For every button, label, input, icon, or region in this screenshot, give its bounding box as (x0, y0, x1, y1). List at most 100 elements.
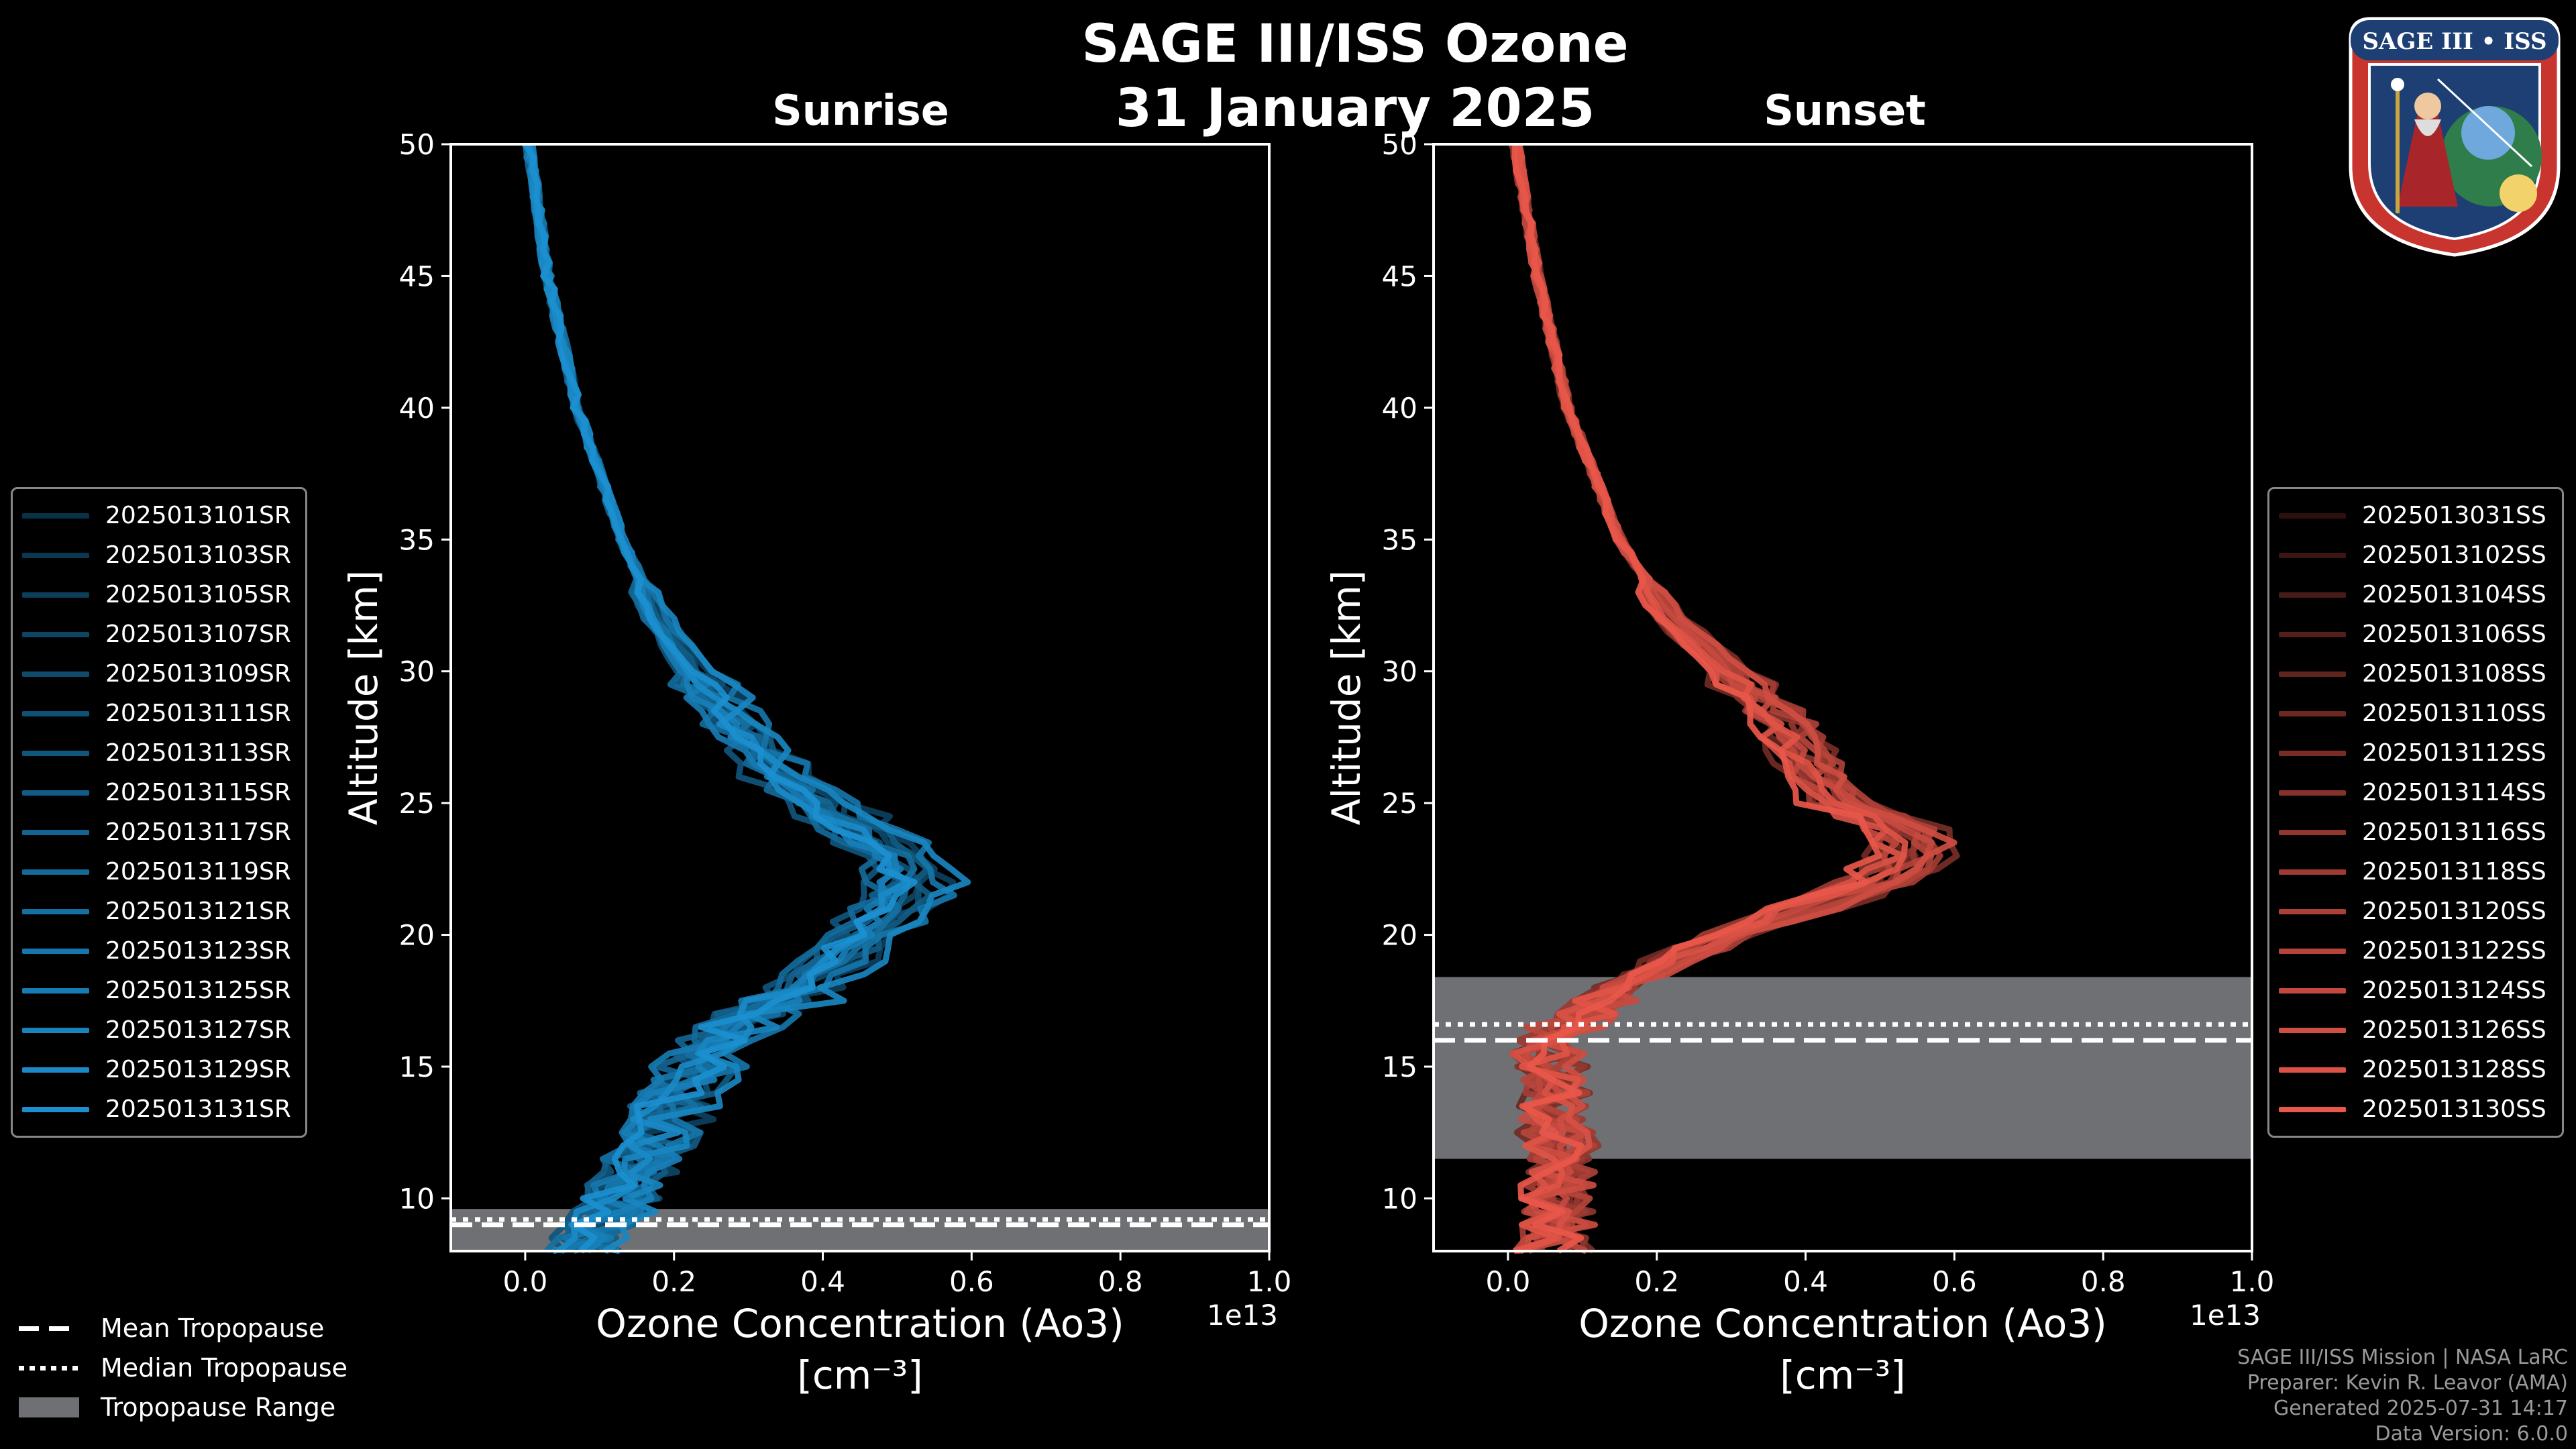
legend-swatch (2279, 1027, 2346, 1033)
logo-text: SAGE III • ISS (2362, 28, 2546, 55)
x-tick-label: 1.0 (2230, 1265, 2275, 1298)
legend-swatch (2279, 631, 2346, 637)
legend-swatch (2279, 750, 2346, 756)
credit-preparer: Preparer: Kevin R. Leavor (AMA) (2247, 1371, 2568, 1395)
profile-line-15 (523, 142, 912, 1254)
legend-item: 2025013124SS (2279, 971, 2553, 1010)
legend-swatch (22, 1067, 89, 1073)
y-tick-label: 20 (399, 919, 435, 952)
y-tick-label: 30 (1382, 655, 1417, 688)
legend-label: 2025013108SS (2362, 660, 2546, 688)
axes-frame (449, 143, 1271, 1252)
legend-label: 2025013115SR (105, 779, 291, 806)
x-tick-label: 0.2 (651, 1265, 696, 1298)
y-tick-label: 20 (1382, 919, 1417, 952)
x-tick-label: 0.2 (1634, 1265, 1679, 1298)
legend-swatch (22, 948, 89, 954)
legend-label: 2025013114SS (2362, 779, 2546, 806)
x-axis-label: Ozone Concentration (Ao3) (596, 1301, 1124, 1346)
legend-label: 2025013031SS (2362, 502, 2546, 529)
legend-item: 2025013116SS (2279, 812, 2553, 852)
y-tick-label: 15 (1382, 1051, 1417, 1083)
legend-label: 2025013120SS (2362, 898, 2546, 925)
x-scale-factor: 1e13 (1207, 1299, 1278, 1332)
y-tick-label: 10 (399, 1182, 435, 1215)
legend-label: 2025013125SR (105, 977, 291, 1004)
credit-version: Data Version: 6.0.0 (2375, 1422, 2568, 1446)
x-tick-label: 0.8 (2081, 1265, 2126, 1298)
y-axis-label: Altitude [km] (1324, 570, 1369, 825)
x-axis-units: [cm⁻³] (797, 1352, 923, 1398)
y-tick-label: 10 (1382, 1182, 1417, 1215)
profile-line-1 (526, 144, 957, 1254)
tropopause-range-label: Tropopause Range (101, 1392, 336, 1422)
legend-label: 2025013124SS (2362, 977, 2546, 1004)
credit-block: SAGE III/ISS Mission | NASA LaRC Prepare… (2237, 1345, 2568, 1447)
legend-item: 2025013122SS (2279, 931, 2553, 971)
legend-label: 2025013110SS (2362, 700, 2546, 727)
x-tick-label: 0.0 (1486, 1265, 1531, 1298)
legend-label: 2025013103SR (105, 541, 291, 569)
sunrise-panel-title: Sunrise (772, 86, 949, 135)
y-tick-label: 45 (1382, 260, 1417, 292)
legend-label: 2025013106SS (2362, 621, 2546, 648)
legend-swatch (22, 987, 89, 994)
legend-label: 2025013122SS (2362, 937, 2546, 965)
legend-label: 2025013126SS (2362, 1016, 2546, 1044)
x-axis-label: Ozone Concentration (Ao3) (1578, 1301, 2107, 1346)
y-tick-label: 35 (399, 523, 435, 556)
legend-item: 2025013117SR (22, 812, 296, 852)
profile-line-16 (1511, 144, 1882, 1254)
legend-label: 2025013128SS (2362, 1056, 2546, 1083)
legend-item: 2025013103SR (22, 535, 296, 575)
legend-label: 2025013121SR (105, 898, 291, 925)
legend-swatch (2279, 987, 2346, 994)
legend-label: 2025013101SR (105, 502, 291, 529)
legend-swatch (22, 1027, 89, 1033)
legend-label: 2025013112SS (2362, 739, 2546, 767)
legend-item: 2025013105SR (22, 575, 296, 614)
x-tick-label: 0.6 (1932, 1265, 1977, 1298)
sunrise-legend: 2025013101SR 2025013103SR 2025013105SR 2025… (11, 487, 307, 1138)
legend-swatch (2279, 908, 2346, 914)
y-tick-label: 15 (399, 1051, 435, 1083)
legend-label: 2025013130SS (2362, 1095, 2546, 1123)
legend-swatch (22, 552, 89, 558)
legend-tropopause-range: Tropopause Range (19, 1387, 347, 1427)
legend-item: 2025013125SR (22, 971, 296, 1010)
legend-swatch (2279, 1106, 2346, 1112)
legend-swatch (22, 1106, 89, 1112)
legend-item: 2025013112SS (2279, 733, 2553, 773)
y-tick-label: 25 (399, 787, 435, 820)
legend-item: 2025013113SR (22, 733, 296, 773)
y-tick-label: 35 (1382, 523, 1417, 556)
legend-label: 2025013116SS (2362, 818, 2546, 846)
legend-swatch (22, 908, 89, 914)
legend-mean-tropopause: Mean Tropopause (19, 1308, 347, 1348)
legend-label: 2025013123SR (105, 937, 291, 965)
credit-mission: SAGE III/ISS Mission | NASA LaRC (2237, 1346, 2568, 1369)
credit-generated: Generated 2025-07-31 14:17 (2273, 1397, 2568, 1420)
legend-item: 2025013111SR (22, 694, 296, 733)
figure-title-line2: 31 January 2025 (1115, 78, 1595, 139)
legend-item: 2025013031SS (2279, 496, 2553, 535)
legend-swatch (2279, 671, 2346, 677)
y-tick-label: 50 (1382, 128, 1417, 161)
legend-item: 2025013114SS (2279, 773, 2553, 812)
legend-item: 2025013128SS (2279, 1050, 2553, 1089)
legend-swatch (22, 829, 89, 835)
x-tick-label: 0.6 (949, 1265, 994, 1298)
x-scale-factor: 1e13 (2190, 1299, 2261, 1332)
legend-item: 2025013118SS (2279, 852, 2553, 892)
legend-label: 2025013111SR (105, 700, 291, 727)
x-tick-label: 0.4 (800, 1265, 845, 1298)
tropopause-legend: Mean Tropopause Median Tropopause Tropop… (19, 1308, 347, 1427)
y-tick-label: 45 (399, 260, 435, 292)
legend-label: 2025013117SR (105, 818, 291, 846)
y-axis-label: Altitude [km] (341, 570, 386, 825)
sage-iii-iss-logo: SAGE III • ISS (2349, 17, 2561, 257)
legend-label: 2025013119SR (105, 858, 291, 885)
legend-swatch (22, 869, 89, 875)
legend-swatch (22, 790, 89, 796)
legend-item: 2025013130SS (2279, 1089, 2553, 1129)
